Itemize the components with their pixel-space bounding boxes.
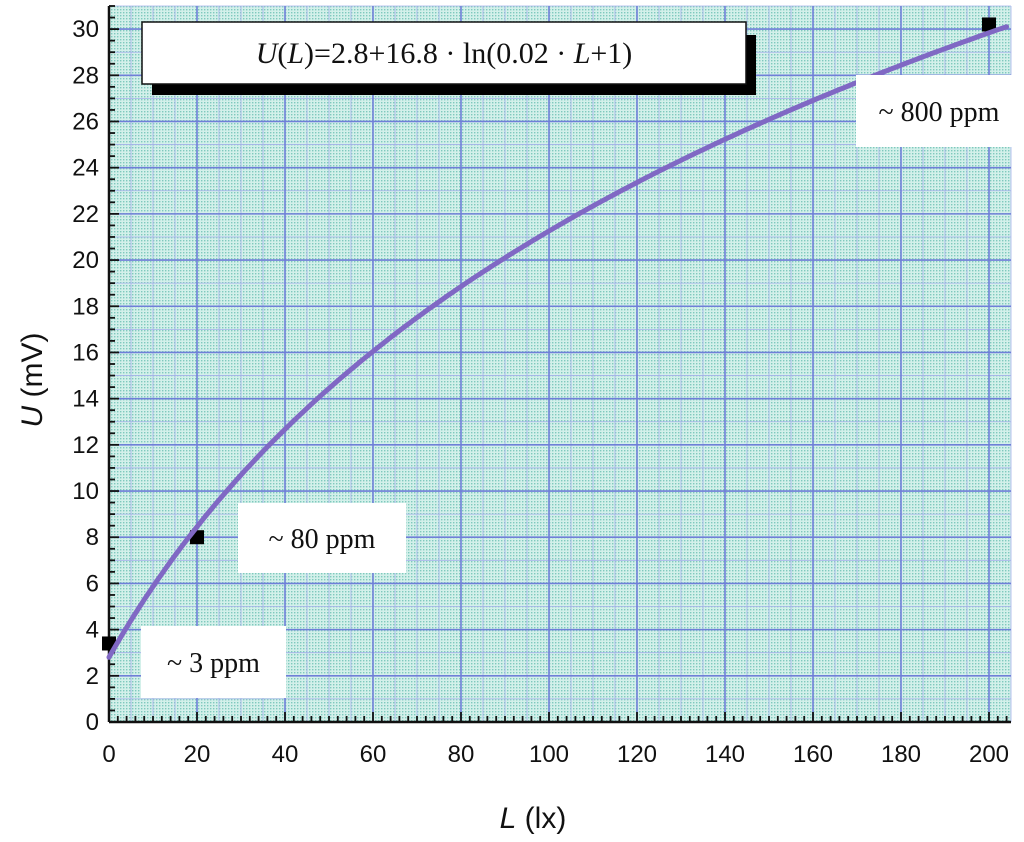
y-tick-label: 22 [72, 201, 99, 228]
y-tick-label: 20 [72, 247, 99, 274]
y-tick-label: 18 [72, 293, 99, 320]
annotations: ~ 3 ppm ~ 80 ppm ~ 800 ppm [141, 75, 1022, 698]
x-tick-label: 80 [448, 741, 475, 768]
x-axis-title: L (lx) [500, 802, 567, 835]
y-tick-label: 2 [86, 663, 99, 690]
annotation-label: ~ 800 ppm [879, 97, 1000, 128]
y-tick-label: 10 [72, 478, 99, 505]
y-tick-label: 8 [86, 524, 99, 551]
x-tick-label: 120 [617, 741, 657, 768]
y-tick-label: 12 [72, 432, 99, 459]
y-axis-title: U (mV) [16, 333, 49, 428]
axis-ticks [108, 5, 1008, 723]
x-tick-label: 160 [793, 741, 833, 768]
annotation-box [141, 626, 286, 698]
x-tick-label: 20 [184, 741, 211, 768]
x-tick-labels: 0 20 40 60 80 100 120 140 160 180 200 [102, 741, 1009, 768]
y-tick-label: 4 [86, 617, 99, 644]
y-tick-label: 26 [72, 108, 99, 135]
data-marker [982, 17, 996, 32]
x-tick-label: 200 [969, 741, 1009, 768]
x-tick-label: 100 [529, 741, 569, 768]
y-tick-label: 30 [72, 16, 99, 43]
y-tick-label: 14 [72, 386, 99, 413]
formula-box: U(L)=2.8+16.8 · ln(0.02 · L+1) [141, 21, 756, 95]
x-tick-label: 40 [272, 741, 299, 768]
annotation-label: ~ 80 ppm [269, 524, 376, 555]
y-tick-label: 0 [86, 709, 99, 736]
x-tick-label: 140 [705, 741, 745, 768]
y-tick-label: 28 [72, 62, 99, 89]
y-tick-label: 24 [72, 155, 99, 182]
formula-text: U(L)=2.8+16.8 · ln(0.02 · L+1) [256, 37, 633, 70]
y-tick-label: 6 [86, 570, 99, 597]
annotation-box [238, 503, 406, 573]
x-tick-label: 60 [360, 741, 387, 768]
x-tick-label: 0 [102, 741, 115, 768]
annotation-box [856, 75, 1022, 147]
x-tick-label: 180 [881, 741, 921, 768]
y-tick-label: 16 [72, 339, 99, 366]
annotation-label: ~ 3 ppm [167, 648, 260, 679]
